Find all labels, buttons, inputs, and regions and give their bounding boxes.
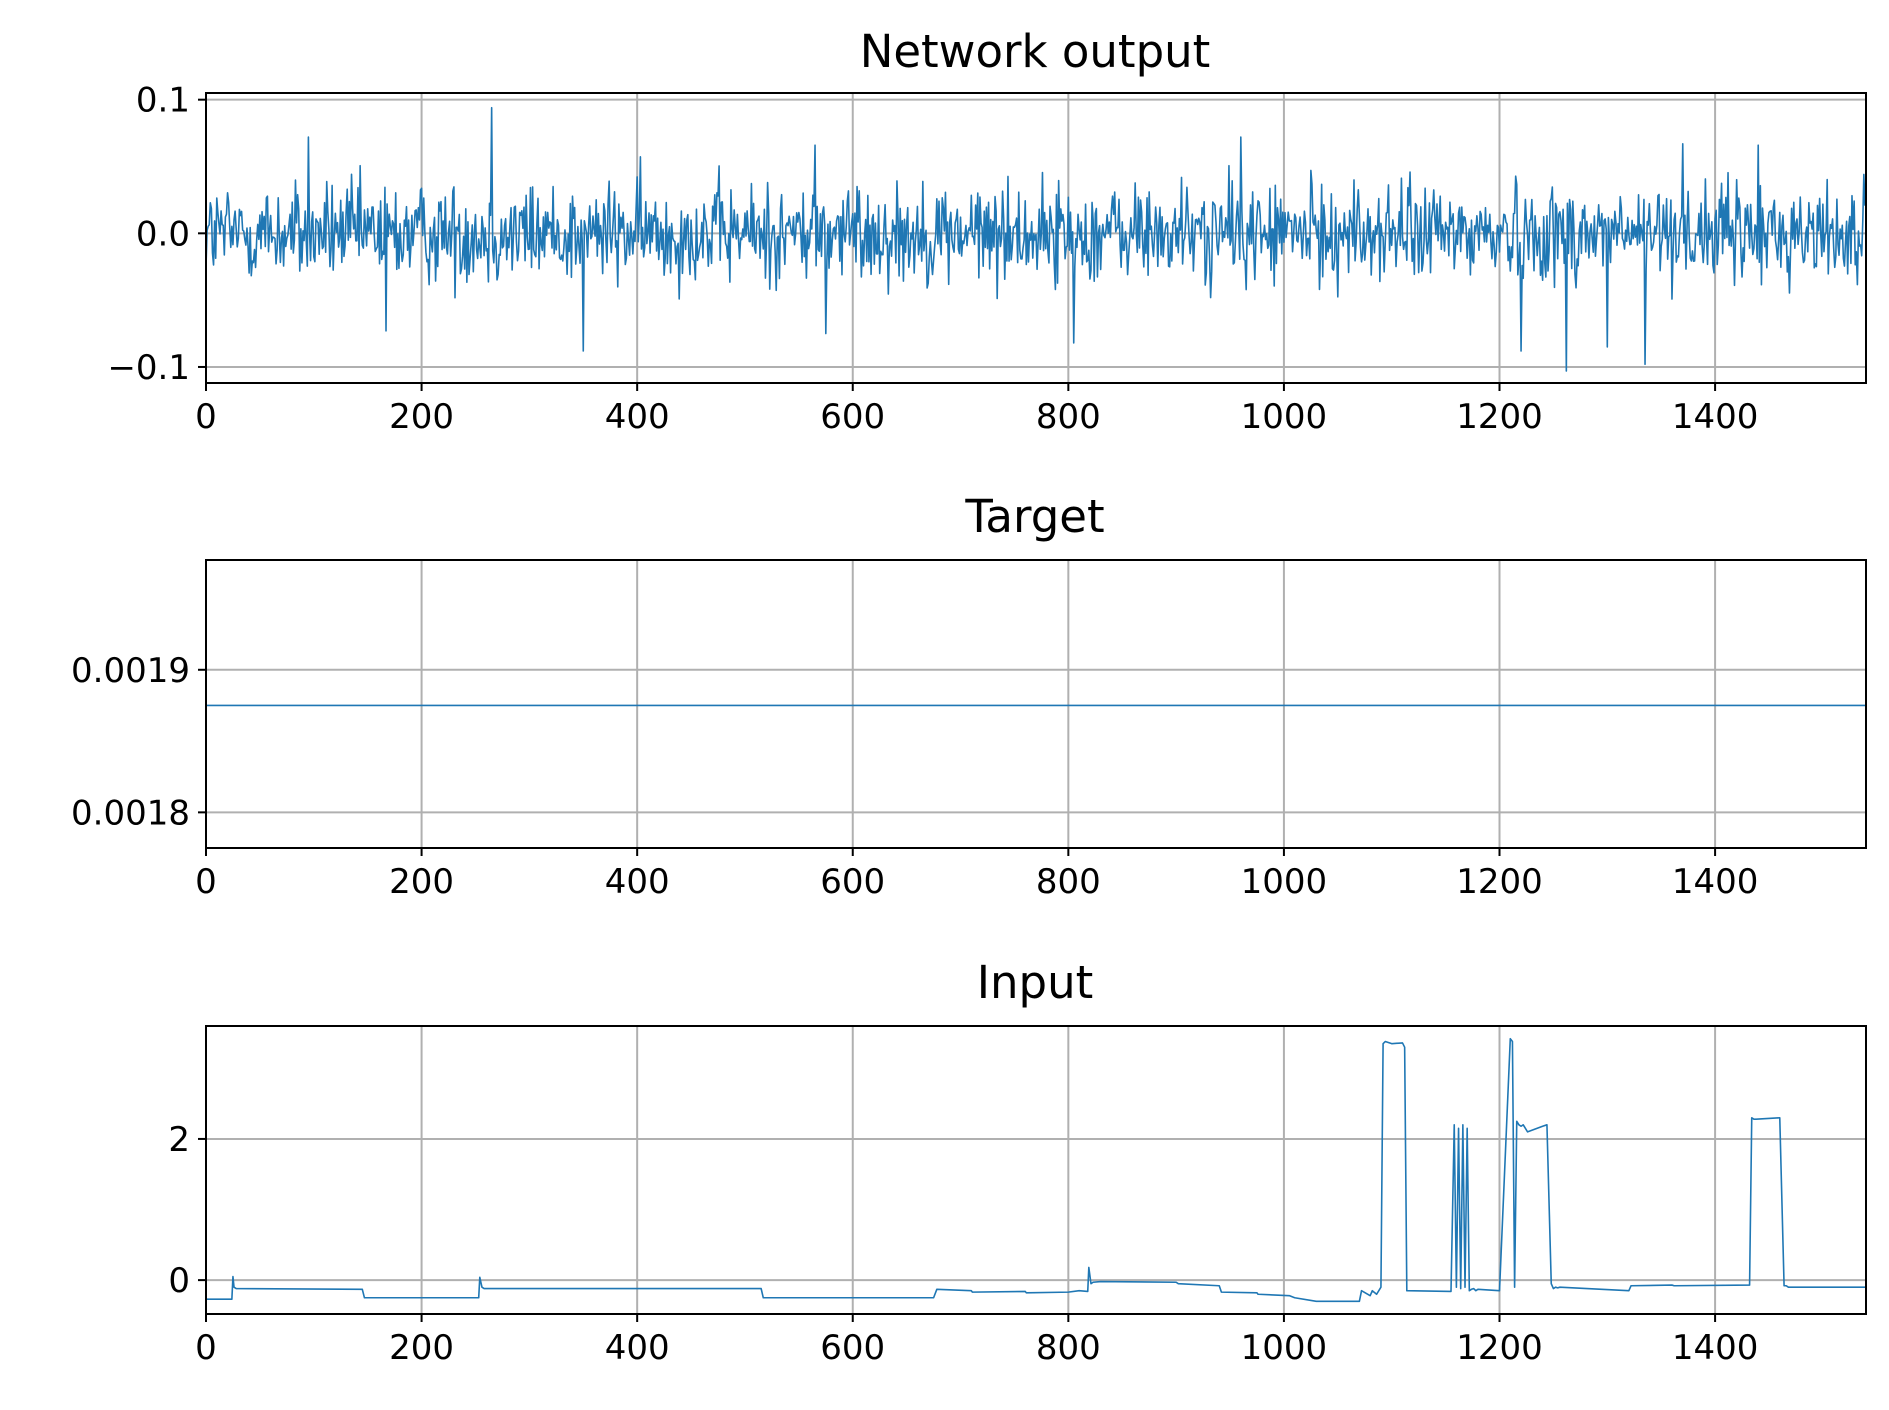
network-output-xtick-label: 600 xyxy=(820,397,885,437)
target-xtick-label: 1200 xyxy=(1456,862,1543,902)
network-output-xtick-label: 200 xyxy=(389,397,454,437)
input-xtick-label: 200 xyxy=(389,1328,454,1368)
network-output-xtick-label: 800 xyxy=(1036,397,1101,437)
target-xtick-label: 800 xyxy=(1036,862,1101,902)
target-axes-frame xyxy=(205,559,1867,849)
network-output-xtick-label: 400 xyxy=(605,397,670,437)
network-output-panel: Network output 0 200 400 600 800 1000 1200 1400… xyxy=(107,25,1867,437)
target-panel: Target 0 200 400 600 800 1000 1200 1400 0.0018 0.… xyxy=(71,490,1867,902)
target-title: Target xyxy=(964,490,1104,543)
network-output-title: Network output xyxy=(860,25,1211,78)
target-ytick-label: 0.0019 xyxy=(71,651,190,691)
input-xtick-label: 800 xyxy=(1036,1328,1101,1368)
target-xtick-label: 600 xyxy=(820,862,885,902)
network-output-ytick-label: 0.0 xyxy=(136,214,190,254)
input-xtick-label: 400 xyxy=(605,1328,670,1368)
target-ytick-label: 0.0018 xyxy=(71,793,190,833)
target-xtick-label: 0 xyxy=(195,862,217,902)
input-ytick-label: 0 xyxy=(168,1261,190,1301)
input-title: Input xyxy=(977,956,1094,1009)
network-output-xtick-label: 1200 xyxy=(1456,397,1543,437)
input-xtick-label: 600 xyxy=(820,1328,885,1368)
input-ytick-label: 2 xyxy=(168,1120,190,1160)
target-xtick-label: 1000 xyxy=(1241,862,1328,902)
target-xtick-label: 400 xyxy=(605,862,670,902)
network-output-xtick-label: 0 xyxy=(195,397,217,437)
input-xtick-label: 1000 xyxy=(1241,1328,1328,1368)
network-output-xtick-label: 1000 xyxy=(1241,397,1328,437)
network-output-ytick-label: 0.1 xyxy=(136,81,190,121)
input-xtick-label: 1400 xyxy=(1672,1328,1759,1368)
network-output-xtick-label: 1400 xyxy=(1672,397,1759,437)
network-output-axes-frame xyxy=(205,92,1867,384)
input-axes-frame xyxy=(205,1025,1867,1315)
target-xtick-label: 200 xyxy=(389,862,454,902)
network-output-ytick-label: −0.1 xyxy=(107,348,190,388)
input-xtick-label: 1200 xyxy=(1456,1328,1543,1368)
input-panel: Input 0 200 400 600 800 1000 1200 1400 0 2 xyxy=(168,956,1867,1368)
network-output-series-line xyxy=(206,106,1866,372)
input-series-line xyxy=(206,1037,1866,1303)
input-xtick-label: 0 xyxy=(195,1328,217,1368)
target-xtick-label: 1400 xyxy=(1672,862,1759,902)
